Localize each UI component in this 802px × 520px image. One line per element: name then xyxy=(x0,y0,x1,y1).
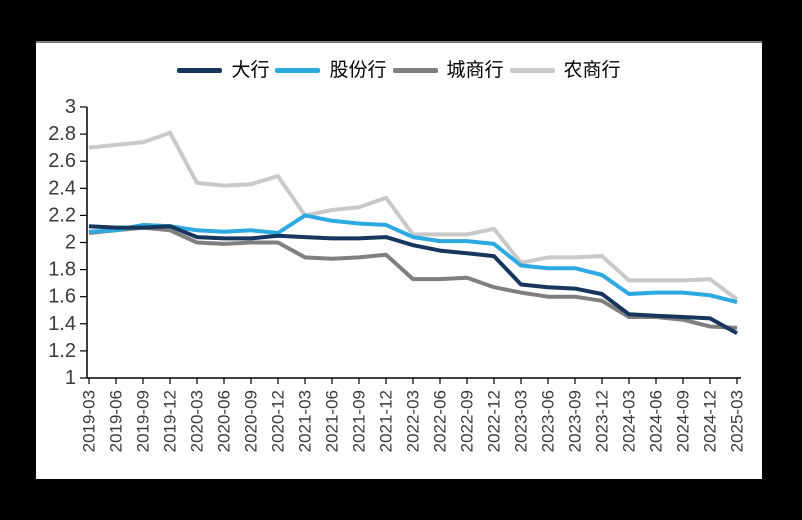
legend-item-gufenhang: 股份行 xyxy=(275,60,387,81)
x-axis-tick-label: 2023-06 xyxy=(539,390,558,452)
x-axis-tick-label: 2021-06 xyxy=(323,390,342,452)
y-axis-tick-label: 1.6 xyxy=(48,286,76,308)
legend-label-gufenhang: 股份行 xyxy=(329,60,387,81)
x-axis-tick-label: 2023-12 xyxy=(593,390,612,452)
y-axis-tick-label: 1.2 xyxy=(48,340,76,362)
chart-legend: 大行 股份行 城商行 农商行 xyxy=(36,61,762,80)
y-axis-tick-label: 1.4 xyxy=(48,313,76,335)
x-axis-tick-label: 2020-03 xyxy=(188,390,207,452)
legend-item-chengshanghang: 城商行 xyxy=(392,60,504,81)
y-axis-tick-label: 2.8 xyxy=(48,123,76,145)
x-axis-tick-label: 2019-09 xyxy=(134,390,153,452)
y-axis-tick-label: 2.2 xyxy=(48,204,76,226)
legend-swatch-dahang xyxy=(177,68,223,73)
x-axis-tick-label: 2023-09 xyxy=(566,390,585,452)
x-axis-tick-label: 2020-06 xyxy=(215,390,234,452)
x-axis-tick-label: 2021-03 xyxy=(296,390,315,452)
legend-label-chengshanghang: 城商行 xyxy=(446,60,504,81)
legend-label-dahang: 大行 xyxy=(231,60,270,81)
x-axis-tick-label: 2021-12 xyxy=(377,390,396,452)
x-axis-tick-label: 2024-06 xyxy=(647,390,666,452)
legend-item-nongshanghang: 农商行 xyxy=(509,60,621,81)
y-axis-tick-label: 3 xyxy=(65,96,76,118)
legend-swatch-chengshanghang xyxy=(392,68,438,73)
x-axis-tick-label: 2019-12 xyxy=(161,390,180,452)
y-axis-tick-label: 2 xyxy=(65,232,76,254)
legend-swatch-gufenhang xyxy=(275,68,321,73)
legend-swatch-nongshanghang xyxy=(509,68,555,73)
x-axis-tick-label: 2023-03 xyxy=(512,390,531,452)
x-axis-tick-label: 2025-03 xyxy=(728,390,747,452)
x-axis-tick-label: 2024-03 xyxy=(620,390,639,452)
series-line-3 xyxy=(88,130,739,301)
x-axis-tick-label: 2022-06 xyxy=(431,390,450,452)
x-axis-tick-label: 2024-09 xyxy=(674,390,693,452)
x-axis-tick-label: 2022-09 xyxy=(458,390,477,452)
x-axis-tick-label: 2021-09 xyxy=(350,390,369,452)
x-axis-tick-label: 2020-09 xyxy=(242,390,261,452)
y-axis-tick-label: 2.6 xyxy=(48,150,76,172)
chart-panel: 大行 股份行 城商行 农商行 3 2.8 2.6 2.4 2.2 2 1.8 1.6 1.4 1.… xyxy=(36,41,762,479)
y-axis-tick-label: 1 xyxy=(65,367,76,389)
x-axis-tick-label: 2022-03 xyxy=(404,390,423,452)
x-axis-tick-label: 2024-12 xyxy=(701,390,720,452)
x-axis-tick-label: 2019-06 xyxy=(107,390,126,452)
series-line-2 xyxy=(88,225,738,330)
series-line-1 xyxy=(88,213,738,305)
x-axis-tick-label: 2019-03 xyxy=(80,390,99,452)
legend-item-dahang: 大行 xyxy=(177,61,269,80)
x-axis-tick-label: 2022-12 xyxy=(485,390,504,452)
legend-label-nongshanghang: 农商行 xyxy=(563,60,621,81)
series-line-0 xyxy=(88,224,738,336)
y-axis-tick-label: 2.4 xyxy=(48,177,76,199)
y-axis-tick-label: 1.8 xyxy=(48,259,76,281)
x-axis-tick-label: 2020-12 xyxy=(269,390,288,452)
